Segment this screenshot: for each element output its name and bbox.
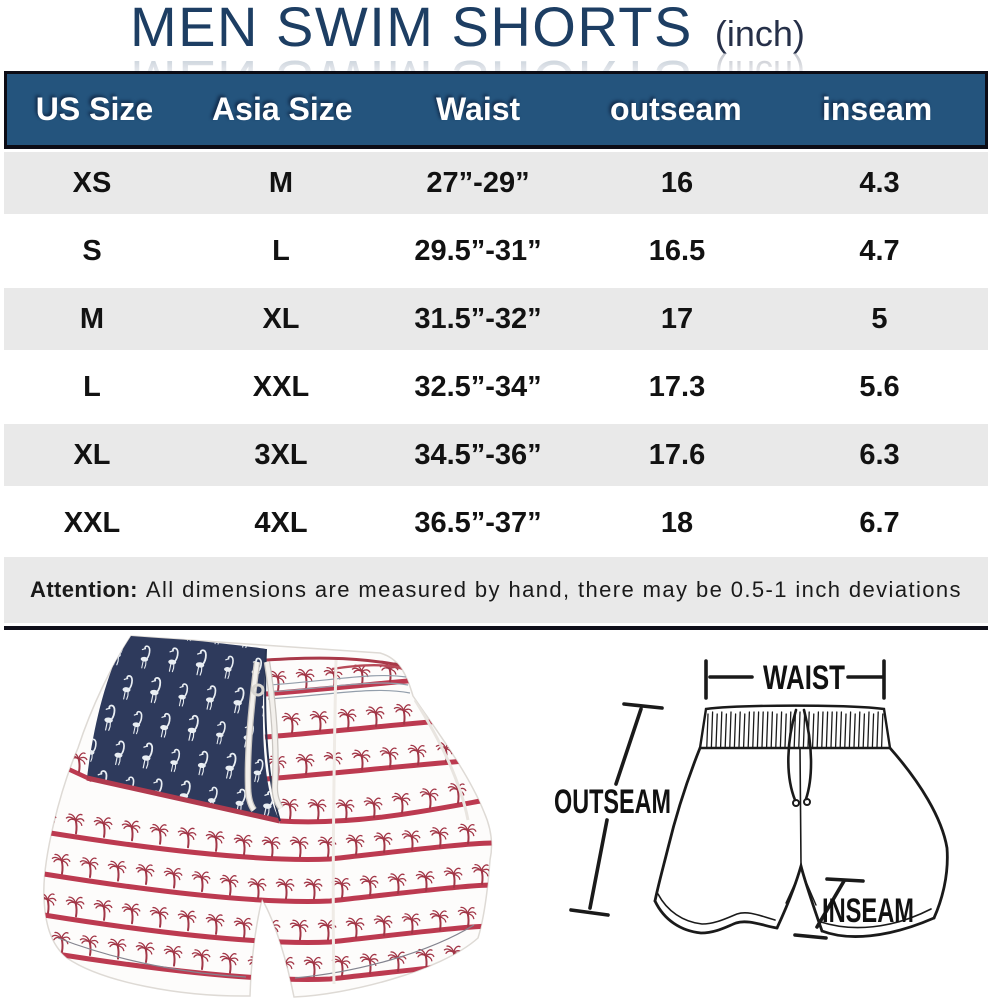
svg-text:OUTSEAM: OUTSEAM xyxy=(554,783,671,821)
svg-text:INSEAM: INSEAM xyxy=(822,892,914,930)
svg-text:WAIST: WAIST xyxy=(763,659,845,697)
